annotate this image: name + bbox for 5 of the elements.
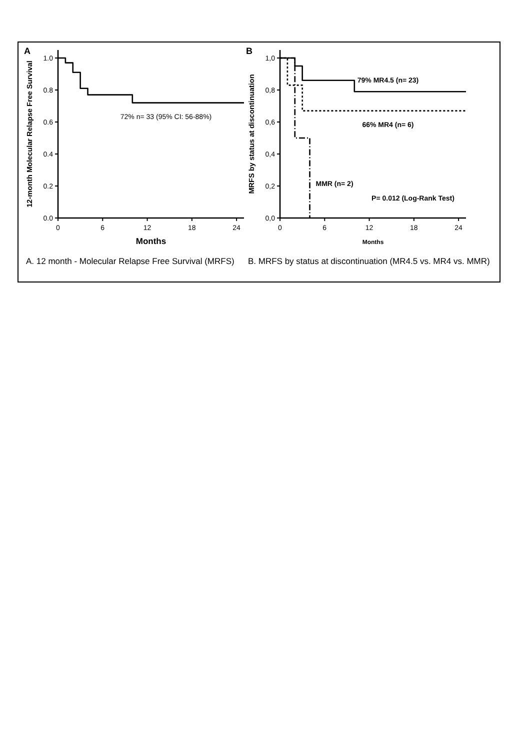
text: B — [246, 46, 253, 56]
x-axis-title: Months — [136, 236, 166, 246]
text: A — [24, 46, 31, 56]
text: A. 12 month - Molecular Relapse Free Survival (MRFS) — [26, 256, 234, 266]
text: B. MRFS by status at discontinuation (MR4.5 vs. MR4 vs. MMR) — [248, 256, 490, 266]
